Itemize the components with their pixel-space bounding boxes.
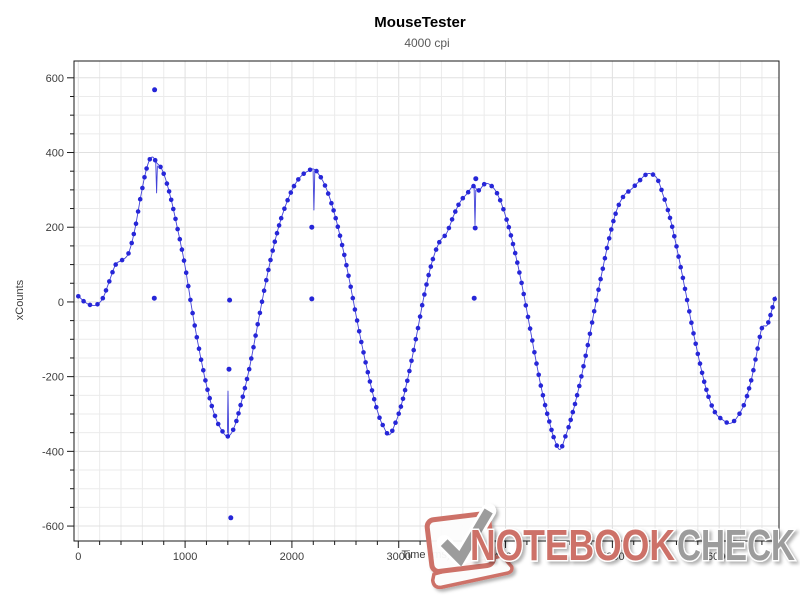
- outlier-point: [309, 296, 315, 302]
- outlier-point: [152, 87, 158, 93]
- x-tick-label: 0: [75, 551, 81, 563]
- outlier-point: [309, 224, 315, 230]
- x-tick-label: 6000: [707, 551, 731, 563]
- y-tick-label: -400: [42, 446, 64, 458]
- series-line: [78, 156, 777, 451]
- plot-border: [73, 60, 780, 542]
- x-tick-label: 5000: [600, 551, 624, 563]
- outlier-point: [226, 366, 232, 372]
- axis-ticks: [67, 77, 763, 548]
- series-line-glitches: [155, 160, 477, 437]
- outlier-point: [472, 225, 478, 231]
- x-tick-label: 2000: [280, 551, 304, 563]
- y-tick-label: 400: [46, 148, 64, 160]
- axis-tick-labels: 0 1000 2000 3000 4000 5000 6000 -600 -400 -200 0 20…: [42, 73, 731, 563]
- y-tick-label: -600: [42, 521, 64, 533]
- outlier-point: [471, 295, 477, 301]
- y-tick-label: 600: [46, 73, 64, 85]
- chart-subtitle: 4000 cpi: [404, 36, 450, 50]
- x-tick-label: 3000: [386, 551, 410, 563]
- x-tick-label: 1000: [173, 551, 197, 563]
- outlier-point: [227, 297, 233, 303]
- gridlines: [74, 61, 779, 541]
- y-tick-label: -200: [42, 372, 64, 384]
- outlier-points: [151, 87, 479, 521]
- outlier-point: [151, 295, 157, 301]
- series-points: [76, 157, 777, 449]
- y-tick-label: 200: [46, 222, 64, 234]
- outlier-point: [473, 176, 479, 182]
- y-tick-label: 0: [58, 297, 64, 309]
- outlier-point: [228, 515, 234, 521]
- x-tick-label: 4000: [493, 551, 517, 563]
- chart-title: MouseTester: [374, 14, 466, 31]
